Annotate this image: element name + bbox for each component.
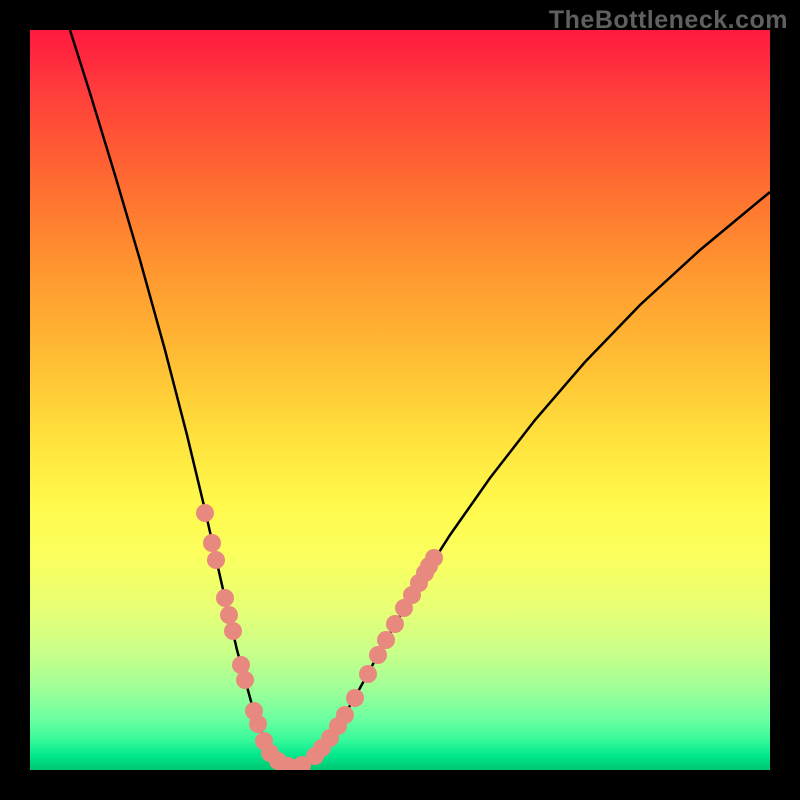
watermark-text: TheBottleneck.com: [549, 6, 788, 35]
data-marker: [203, 534, 221, 552]
data-marker: [377, 631, 395, 649]
markers-right-branch: [321, 549, 443, 747]
curve-overlay: [30, 30, 770, 770]
data-marker: [236, 671, 254, 689]
data-marker: [386, 615, 404, 633]
v-curve-right: [290, 192, 770, 767]
data-marker: [196, 504, 214, 522]
v-curve-left: [70, 30, 290, 767]
data-marker: [216, 589, 234, 607]
data-marker: [425, 549, 443, 567]
plot-area: [30, 30, 770, 770]
data-marker: [224, 622, 242, 640]
markers-left-branch: [196, 504, 279, 762]
data-marker: [207, 551, 225, 569]
chart-frame: TheBottleneck.com: [0, 0, 800, 800]
data-marker: [359, 665, 377, 683]
data-marker: [336, 706, 354, 724]
data-marker: [220, 606, 238, 624]
data-marker: [346, 689, 364, 707]
data-marker: [249, 715, 267, 733]
markers-bottom: [269, 739, 331, 770]
